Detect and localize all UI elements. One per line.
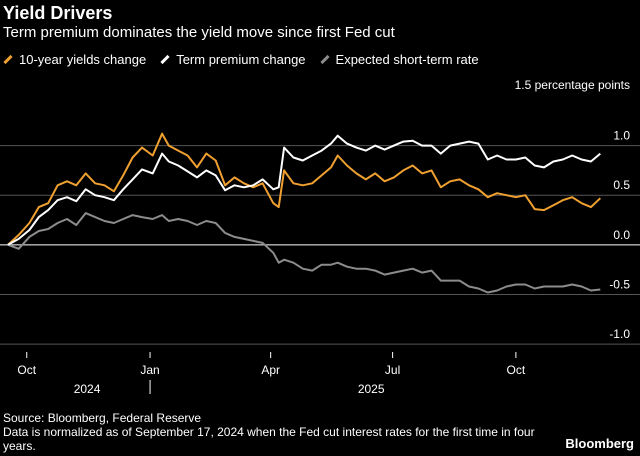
legend-label-term-premium: Term premium change	[176, 52, 306, 67]
legend: 10-year yields change Term premium chang…	[3, 52, 479, 67]
legend-swatch-yields	[3, 54, 13, 65]
year-label: 2024	[74, 382, 101, 396]
legend-swatch-short-rate	[319, 54, 330, 65]
chart-subtitle: Term premium dominates the yield move si…	[3, 24, 395, 41]
y-tick-label: 0.0	[613, 228, 630, 242]
x-tick-label: Oct	[507, 363, 526, 377]
legend-item-short-rate: Expected short-term rate	[319, 52, 479, 67]
x-tick-label: Apr	[261, 363, 280, 377]
series-line-0	[7, 132, 601, 246]
legend-item-yields: 10-year yields change	[3, 52, 146, 67]
legend-label-short-rate: Expected short-term rate	[335, 52, 479, 67]
y-tick-label: -0.5	[609, 277, 630, 291]
year-label: 2025	[358, 382, 385, 396]
source-note: Source: Bloomberg, Federal Reserve	[3, 411, 202, 425]
x-tick-label: Jan	[140, 363, 159, 377]
units-label: 1.5 percentage points	[514, 78, 630, 92]
chart-title: Yield Drivers	[3, 3, 113, 23]
y-tick-label: 1.0	[613, 129, 630, 143]
y-tick-label: 0.5	[613, 178, 630, 192]
line-chart: 1.0 0.5 0.0 -0.5 -1.0 Oct Jan Apr Jul Oct 2024 2025	[0, 129, 640, 396]
x-tick-label: Jul	[385, 363, 400, 377]
y-tick-label: -1.0	[609, 327, 630, 341]
series-line-2	[7, 212, 601, 294]
bloomberg-logo: Bloomberg	[565, 436, 634, 451]
series-line-1	[7, 134, 601, 246]
footer: Source: Bloomberg, Federal Reserve Data …	[3, 411, 563, 453]
x-tick-label: Oct	[17, 363, 36, 377]
legend-label-yields: 10-year yields change	[19, 52, 147, 67]
legend-item-term-premium: Term premium change	[160, 52, 306, 67]
legend-swatch-term-premium	[160, 54, 170, 65]
methodology-note: Data is normalized as of September 17, 2…	[3, 425, 535, 453]
